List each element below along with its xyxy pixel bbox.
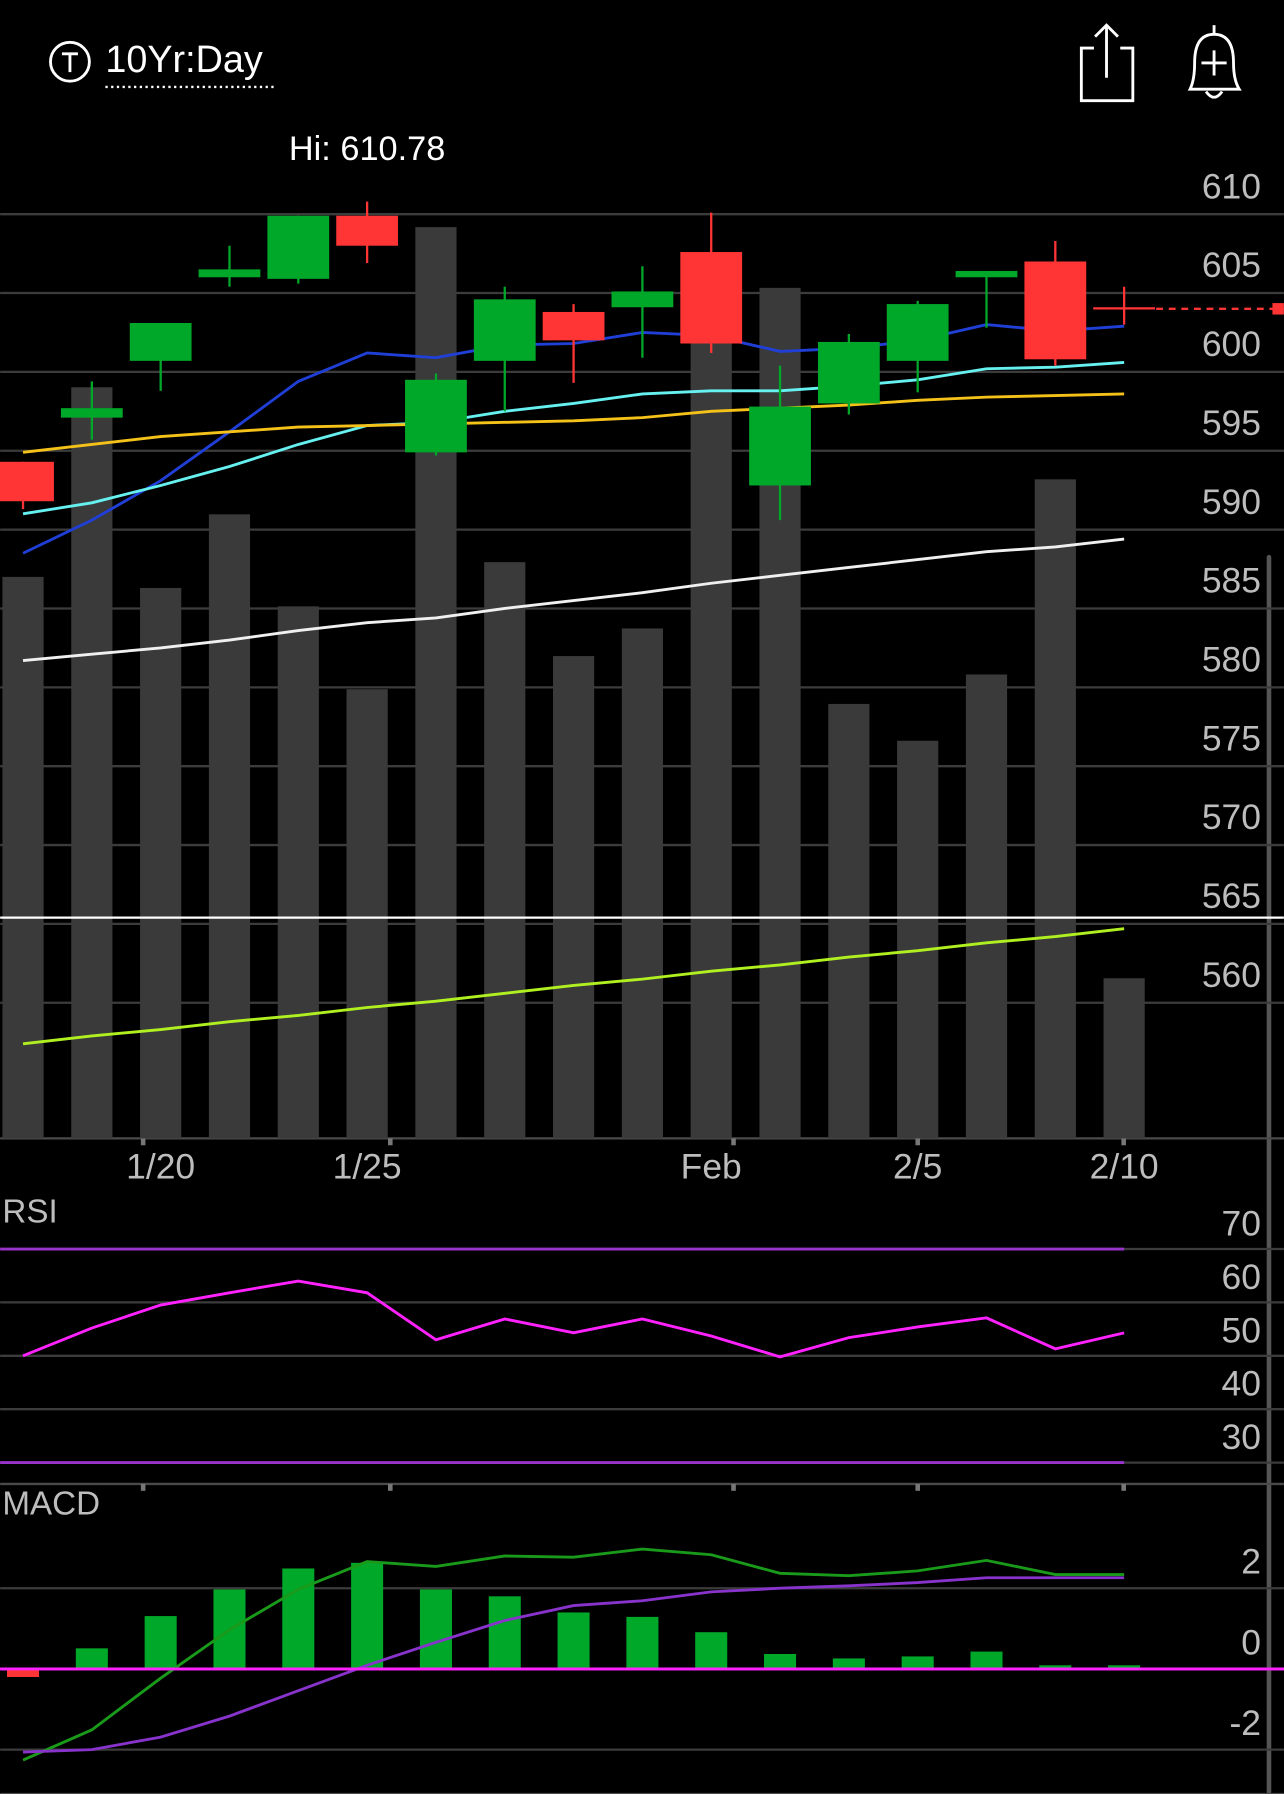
x-tick-label: Feb <box>681 1147 742 1187</box>
candle-body <box>473 299 536 361</box>
candle-body <box>542 311 605 341</box>
candle-body <box>267 215 330 279</box>
histogram-bar <box>832 1658 865 1669</box>
histogram-bar <box>970 1651 1003 1669</box>
volume-bar <box>690 276 732 1139</box>
y-tick-label: 610 <box>1202 166 1261 206</box>
header: 10Yr:Day <box>49 23 1242 103</box>
high-annotation: Hi: 610.78 <box>289 130 445 168</box>
histogram-bar <box>626 1616 659 1669</box>
histogram-bar <box>144 1616 177 1669</box>
histogram-bar <box>695 1632 728 1669</box>
symbol[interactable]: 10Yr:Day <box>105 38 262 80</box>
y-tick-label: 50 <box>1222 1310 1261 1350</box>
x-tick-label: 1/25 <box>333 1147 402 1187</box>
candle-body <box>1024 261 1087 360</box>
symbol-icon-glyph <box>61 52 78 73</box>
volume-bar <box>621 628 663 1139</box>
volume-bar <box>897 740 939 1139</box>
last-price-marker <box>1272 303 1284 315</box>
histogram-bar <box>488 1596 521 1669</box>
volume-bar <box>346 689 388 1139</box>
y-tick-label: -2 <box>1229 1703 1261 1743</box>
y-tick-label: 40 <box>1222 1364 1261 1404</box>
histogram-bar <box>7 1668 40 1677</box>
y-tick-label: 0 <box>1241 1622 1261 1662</box>
symbol-icon[interactable] <box>49 40 91 83</box>
volume-bar <box>208 514 251 1139</box>
candle-body <box>611 291 674 308</box>
y-tick-label: 2 <box>1241 1542 1261 1582</box>
candle-body <box>680 252 743 344</box>
candle-body <box>749 406 811 486</box>
indicator-line <box>22 1576 1125 1754</box>
volume-bar <box>277 606 319 1139</box>
candle-body <box>60 408 123 418</box>
volume-bar <box>828 703 870 1139</box>
candle-body <box>886 304 949 361</box>
pane-title: MACD <box>2 1485 100 1522</box>
candle-body <box>405 379 467 453</box>
y-tick-label: 30 <box>1222 1417 1261 1457</box>
share-button[interactable] <box>1079 23 1135 103</box>
histogram-bar <box>557 1612 590 1669</box>
volume-bar <box>965 674 1008 1139</box>
histogram-bar <box>1108 1665 1141 1669</box>
volume-bar <box>552 656 595 1139</box>
candle-body <box>1093 307 1156 310</box>
histogram-bar <box>764 1654 797 1669</box>
histogram-bar <box>901 1656 934 1669</box>
histogram-bar <box>351 1562 384 1669</box>
y-tick-label: 565 <box>1202 876 1261 916</box>
indicator-line <box>22 537 1125 662</box>
y-tick-label: 580 <box>1202 640 1261 680</box>
y-tick-label: 585 <box>1202 561 1261 601</box>
candle-body <box>198 269 261 278</box>
y-tick-label: 575 <box>1202 718 1261 758</box>
candle-body <box>0 461 54 502</box>
volume-bar <box>140 587 182 1139</box>
candle-body <box>336 215 399 246</box>
y-tick-label: 570 <box>1202 797 1261 837</box>
histogram-bar <box>1039 1665 1072 1669</box>
candle-body <box>955 270 1018 278</box>
volume-bar <box>1103 978 1145 1139</box>
indicator-line <box>22 1547 1125 1762</box>
candle-body <box>817 341 880 404</box>
y-tick-label: 600 <box>1202 324 1261 364</box>
indicator-line <box>22 361 1125 516</box>
x-tick-label: 2/5 <box>893 1147 942 1187</box>
y-tick-label: 605 <box>1202 245 1261 285</box>
histogram-bar <box>419 1589 452 1669</box>
y-tick-label: 60 <box>1222 1257 1261 1297</box>
x-tick-label: 1/20 <box>126 1147 195 1187</box>
candle-body <box>129 323 192 361</box>
y-tick-label: 590 <box>1202 482 1261 522</box>
volume-bar <box>1034 479 1076 1139</box>
y-tick-label: 595 <box>1202 403 1261 443</box>
indicator-line <box>22 927 1125 1046</box>
indicator-line <box>22 1279 1125 1359</box>
histogram-bar <box>75 1648 108 1669</box>
pane-title: RSI <box>2 1194 57 1231</box>
alert-button[interactable] <box>1187 25 1242 99</box>
y-tick-label: 70 <box>1222 1203 1261 1243</box>
indicator-line <box>22 392 1125 454</box>
scrollbar[interactable] <box>1266 554 1272 1794</box>
y-tick-label: 560 <box>1202 955 1261 995</box>
volume-bar <box>2 576 44 1139</box>
x-tick-label: 2/10 <box>1090 1147 1159 1187</box>
volume-bar <box>484 562 526 1139</box>
